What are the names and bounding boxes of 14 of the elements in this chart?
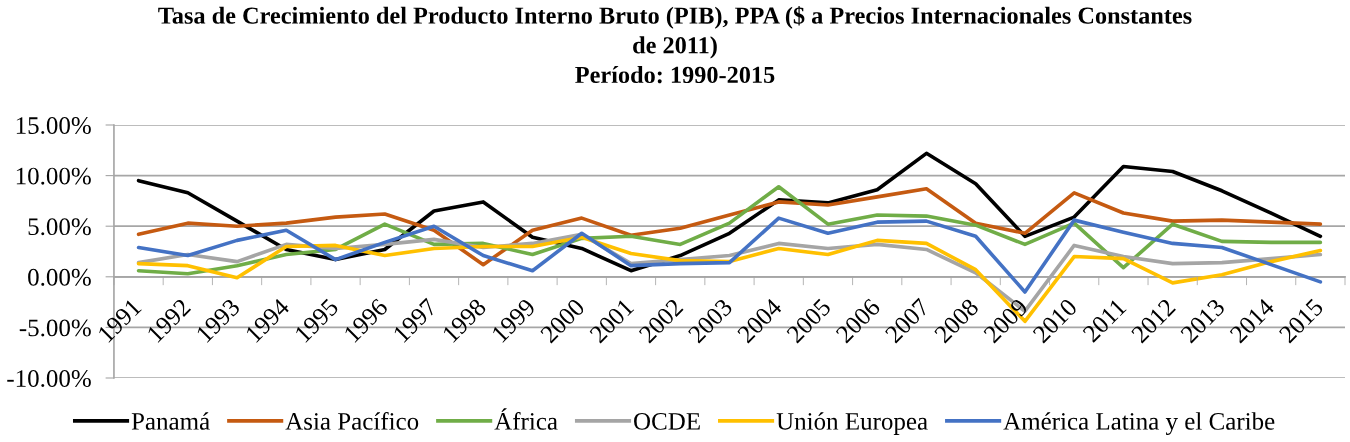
legend-label: Panamá	[131, 412, 210, 430]
y-tick-label: 0.00%	[28, 268, 91, 286]
y-tick-label: -10.00%	[7, 370, 91, 388]
legend-label: Asia Pacífico	[285, 411, 419, 430]
legend-label: OCDE	[634, 413, 700, 430]
y-tick-label: 5.00%	[28, 218, 91, 236]
legend-label: Unión Europea	[776, 412, 928, 435]
y-tick-label: 15.00%	[16, 117, 91, 135]
y-tick-label: 10.00%	[16, 167, 91, 185]
y-tick-label: -5.00%	[19, 319, 91, 337]
chart-title: Tasa de Crecimiento del Producto Interno Bruto (PIB), PPA ($ a Precios Internacionales Constantes de 2011) Período: 1990-2015	[158, 6, 1192, 84]
line-series	[136, 216, 1323, 294]
legend-label: América Latina y el Caribe	[1003, 412, 1275, 435]
legend-label: África	[494, 408, 558, 430]
